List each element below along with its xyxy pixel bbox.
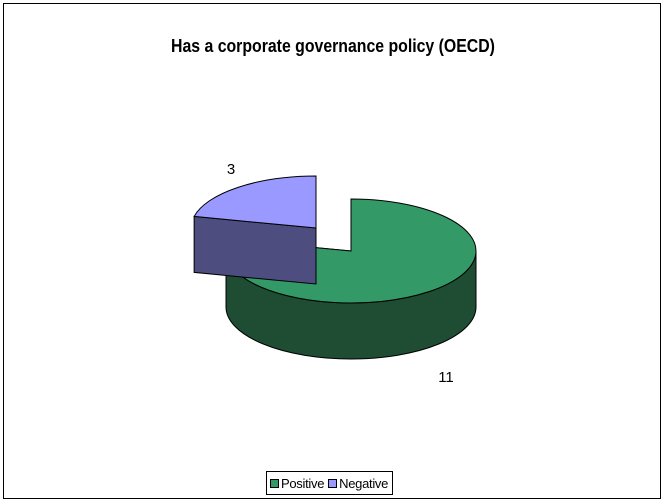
data-label-negative: 3 bbox=[227, 161, 235, 178]
slice-top-negative bbox=[193, 175, 317, 229]
legend-label-negative: Negative bbox=[339, 475, 389, 491]
legend-swatch-negative bbox=[328, 478, 338, 488]
legend-item-negative: Negative bbox=[328, 476, 388, 491]
legend-label-positive: Positive bbox=[281, 475, 325, 491]
slice-negative bbox=[193, 175, 317, 285]
legend-item-positive: Positive bbox=[270, 476, 324, 491]
legend-swatch-positive bbox=[270, 478, 279, 488]
data-label-positive: 11 bbox=[438, 369, 454, 386]
chart-title: Has a corporate governance policy (OECD) bbox=[171, 36, 495, 56]
legend: Positive Negative bbox=[266, 471, 394, 495]
